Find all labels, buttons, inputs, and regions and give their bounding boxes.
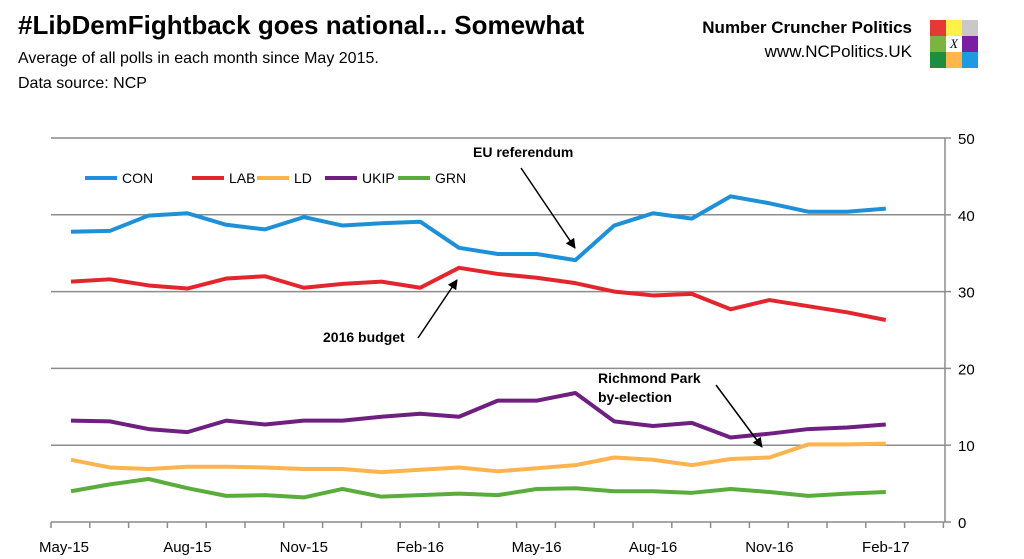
y-tick-label: 10 — [958, 438, 975, 455]
series-grn — [70, 476, 886, 500]
y-tick-label: 40 — [958, 208, 975, 225]
ncp-logo: X — [930, 20, 978, 68]
legend-item-grn: GRN — [398, 170, 466, 186]
logo-cell — [930, 36, 946, 52]
x-tick-label: May-16 — [512, 539, 562, 556]
brand-url: www.NCPolitics.UK — [764, 42, 912, 61]
logo-cell — [930, 20, 946, 36]
x-tick-label: May-15 — [39, 539, 89, 556]
data-source: Data source: NCP — [18, 75, 147, 92]
series-lab — [70, 265, 887, 322]
x-tick-label: Nov-15 — [280, 539, 328, 556]
series-line — [70, 441, 886, 475]
legend-item-ukip: UKIP — [325, 170, 395, 186]
y-tick-label: 0 — [958, 515, 966, 532]
series-line — [70, 390, 886, 440]
legend-item-lab: LAB — [192, 170, 255, 186]
annotation-arrow — [715, 384, 763, 448]
legend-label: LD — [294, 170, 312, 186]
y-tick-label: 20 — [958, 361, 975, 378]
legend-label: LAB — [229, 170, 255, 186]
logo-cell — [946, 52, 962, 68]
x-tick-label: Feb-16 — [396, 539, 444, 556]
annotation-arrow — [520, 167, 576, 249]
annotation-by-election: by-election — [598, 389, 672, 405]
series-con — [70, 194, 886, 263]
legend-label: UKIP — [362, 170, 395, 186]
series-line — [70, 476, 886, 500]
series-line — [70, 265, 887, 322]
legend-label: CON — [122, 170, 153, 186]
chart-title: #LibDemFightback goes national... Somewh… — [18, 10, 585, 40]
logo-cell — [946, 20, 962, 36]
legend-label: GRN — [435, 170, 466, 186]
series-ld — [70, 441, 886, 475]
x-tick-label: Aug-16 — [629, 539, 677, 556]
x-tick-label: Feb-17 — [862, 539, 910, 556]
annotation-2016-budget: 2016 budget — [323, 329, 405, 345]
annotation-arrow — [417, 279, 458, 339]
logo-cell: X — [946, 36, 962, 52]
logo-cell — [962, 36, 978, 52]
y-tick-label: 50 — [958, 131, 975, 148]
logo-cell — [962, 20, 978, 36]
legend-item-con: CON — [85, 170, 153, 186]
series-line — [70, 194, 886, 263]
chart-subtitle: Average of all polls in each month since… — [18, 50, 379, 67]
y-tick-label: 30 — [958, 285, 975, 302]
x-tick-label: Nov-16 — [745, 539, 793, 556]
x-tick-label: Aug-15 — [163, 539, 211, 556]
logo-cell — [930, 52, 946, 68]
logo-cell — [962, 52, 978, 68]
series-ukip — [70, 390, 886, 440]
legend-item-ld: LD — [257, 170, 312, 186]
annotation-eu-referendum: EU referendum — [473, 144, 573, 160]
annotation-richmond-park: Richmond Park — [598, 370, 701, 386]
brand-name: Number Cruncher Politics — [702, 18, 912, 37]
